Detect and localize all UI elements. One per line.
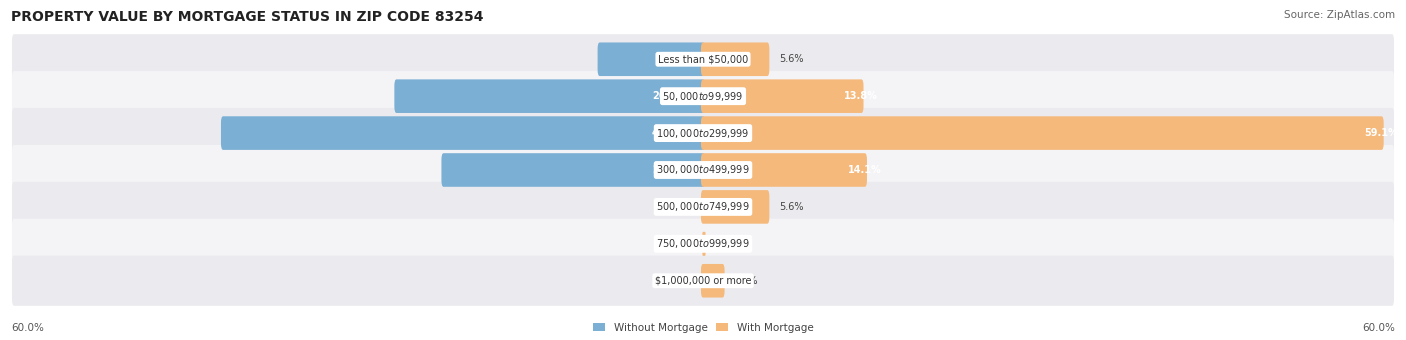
FancyBboxPatch shape [702,42,769,76]
FancyBboxPatch shape [598,42,704,76]
Text: 1.7%: 1.7% [734,276,758,286]
Text: 14.1%: 14.1% [848,165,882,175]
FancyBboxPatch shape [702,264,724,298]
FancyBboxPatch shape [702,79,863,113]
Text: 0.17%: 0.17% [717,239,747,249]
Text: 59.1%: 59.1% [1364,128,1398,138]
FancyBboxPatch shape [13,256,1393,306]
FancyBboxPatch shape [13,219,1393,269]
Text: 5.6%: 5.6% [779,54,803,64]
FancyBboxPatch shape [702,116,1384,150]
Text: 0.0%: 0.0% [666,276,692,286]
Text: Less than $50,000: Less than $50,000 [658,54,748,64]
Text: 60.0%: 60.0% [11,323,44,333]
Text: $500,000 to $749,999: $500,000 to $749,999 [657,200,749,214]
Text: 26.7%: 26.7% [652,91,686,101]
Text: 41.8%: 41.8% [652,128,686,138]
FancyBboxPatch shape [441,153,704,187]
FancyBboxPatch shape [702,153,868,187]
Text: 22.6%: 22.6% [652,165,686,175]
FancyBboxPatch shape [13,182,1393,232]
FancyBboxPatch shape [13,71,1393,121]
Text: 9.0%: 9.0% [659,54,686,64]
FancyBboxPatch shape [13,145,1393,195]
FancyBboxPatch shape [394,79,704,113]
Text: 5.6%: 5.6% [779,202,803,212]
Text: $1,000,000 or more: $1,000,000 or more [655,276,751,286]
Text: PROPERTY VALUE BY MORTGAGE STATUS IN ZIP CODE 83254: PROPERTY VALUE BY MORTGAGE STATUS IN ZIP… [11,10,484,24]
Legend: Without Mortgage, With Mortgage: Without Mortgage, With Mortgage [593,323,813,333]
FancyBboxPatch shape [703,232,706,256]
FancyBboxPatch shape [13,34,1393,84]
Text: $100,000 to $299,999: $100,000 to $299,999 [657,126,749,140]
Text: 0.0%: 0.0% [666,239,692,249]
Text: $50,000 to $99,999: $50,000 to $99,999 [662,90,744,103]
Text: 13.8%: 13.8% [844,91,879,101]
FancyBboxPatch shape [13,108,1393,158]
FancyBboxPatch shape [221,116,704,150]
Text: Source: ZipAtlas.com: Source: ZipAtlas.com [1284,10,1395,20]
FancyBboxPatch shape [702,190,769,224]
Text: 60.0%: 60.0% [1362,323,1395,333]
Text: 0.0%: 0.0% [666,202,692,212]
Text: $300,000 to $499,999: $300,000 to $499,999 [657,164,749,176]
Text: $750,000 to $999,999: $750,000 to $999,999 [657,237,749,250]
